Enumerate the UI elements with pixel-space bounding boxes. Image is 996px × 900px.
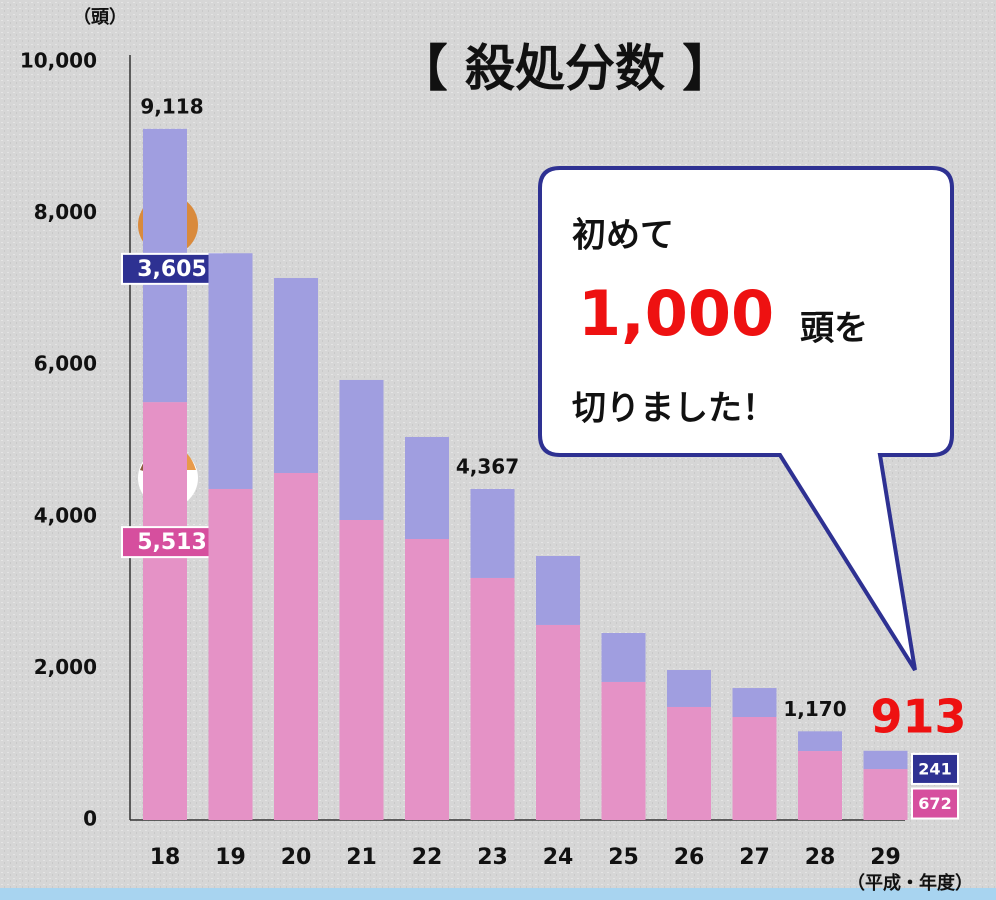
y-unit: （頭） [73, 7, 127, 28]
bar-segment [864, 769, 908, 820]
bar-segment [274, 278, 318, 473]
bar-segment [209, 253, 253, 489]
bar-segment [536, 556, 580, 625]
x-tick-label: 18 [150, 845, 181, 870]
bar-segment [864, 751, 908, 769]
value-label: 3,605 [137, 257, 207, 282]
bar-segment [143, 402, 187, 820]
x-tick-label: 20 [281, 845, 312, 870]
bar-segment [405, 437, 449, 539]
x-unit: （平成・年度） [847, 872, 973, 894]
bar-segment [798, 731, 842, 751]
bar-segment [733, 717, 777, 820]
x-tick-label: 27 [739, 845, 770, 870]
bar-segment [471, 489, 515, 578]
bar-segment [405, 539, 449, 820]
total-label: 9,118 [140, 94, 203, 118]
y-tick-label: 6,000 [34, 352, 97, 376]
x-tick-label: 24 [543, 845, 574, 870]
total-label: 1,170 [783, 697, 846, 721]
x-tick-label: 22 [412, 845, 443, 870]
bar-segment [340, 380, 384, 520]
bar-segment [798, 751, 842, 820]
x-tick-label: 25 [608, 845, 639, 870]
bar-segment [733, 688, 777, 717]
y-tick-label: 8,000 [34, 200, 97, 224]
x-tick-label: 23 [477, 845, 508, 870]
bar-segment [602, 682, 646, 820]
bar-segment [274, 473, 318, 820]
chart-title: 【 殺処分数 】 [398, 40, 733, 98]
bar-segment [602, 633, 646, 682]
value-label: 241 [918, 759, 951, 778]
bar-segment [667, 670, 711, 707]
x-tick-label: 28 [805, 845, 836, 870]
total-label: 4,367 [456, 454, 519, 478]
x-tick-label: 21 [346, 845, 377, 870]
value-label: 5,513 [137, 530, 207, 555]
bar-segment [536, 625, 580, 820]
y-tick-label: 2,000 [34, 655, 97, 679]
chart: 【 殺処分数 】 （頭） （平成・年度） 初めて 1,000 頭を 切りました！… [0, 0, 996, 900]
total-label: 913 [870, 689, 966, 743]
y-tick-label: 10,000 [20, 49, 97, 73]
bar-segment [209, 489, 253, 820]
callout-line: 初めて [572, 216, 674, 256]
bar-segment [667, 707, 711, 820]
bar-segment [340, 520, 384, 820]
y-tick-label: 0 [83, 807, 97, 831]
x-tick-label: 19 [215, 845, 246, 870]
x-tick-label: 26 [674, 845, 705, 870]
callout-number: 1,000 [578, 277, 774, 350]
callout-line: 切りました！ [572, 389, 776, 429]
bar-segment [471, 578, 515, 820]
y-tick-label: 4,000 [34, 503, 97, 527]
x-tick-label: 29 [870, 845, 901, 870]
value-label: 672 [918, 794, 951, 813]
callout-line: 頭を [800, 309, 868, 349]
